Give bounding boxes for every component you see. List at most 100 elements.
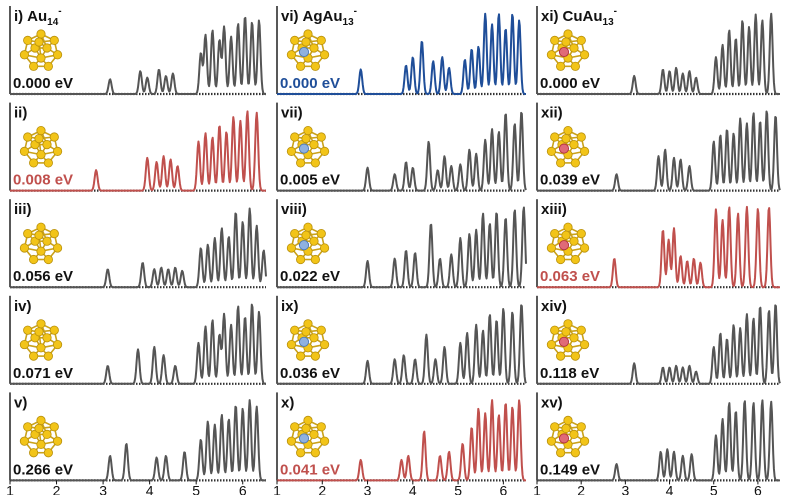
spectrum-line-xv	[536, 399, 781, 482]
panel-number: iv)	[14, 298, 32, 315]
cluster-image	[19, 319, 63, 361]
cluster-formula: AgAu	[303, 8, 343, 25]
panel-number: v)	[14, 394, 27, 411]
formula-superscript: -	[354, 6, 357, 17]
cluster-image	[19, 126, 63, 168]
spectrum-line-ii	[9, 110, 267, 192]
cluster-image	[286, 319, 330, 361]
panel-number: xiii)	[541, 201, 567, 218]
spectrum-line-vii	[276, 111, 527, 192]
panel-number: iii)	[14, 201, 32, 218]
formula-subscript: 14	[47, 17, 59, 28]
cluster-formula: CuAu	[563, 8, 603, 25]
relative-energy: 0.000 eV	[280, 75, 340, 92]
panel-xi: xi) CuAu13- 0.000 eV	[536, 6, 781, 96]
x-tick-label: 3	[621, 482, 629, 495]
x-tick-label: 1	[533, 482, 541, 495]
panel-number: ix)	[281, 298, 299, 315]
panel-label: xii)	[541, 105, 563, 122]
panel-label: viii)	[281, 201, 307, 218]
spectrum-line-xii	[536, 110, 781, 192]
panel-number: ii)	[14, 105, 27, 122]
relative-energy: 0.000 eV	[540, 75, 600, 92]
panel-number: vii)	[281, 105, 303, 122]
panel-viii: viii) 0.022 eV	[276, 199, 527, 289]
panel-xv: xv) 0.149 eV	[536, 392, 781, 482]
relative-energy: 0.071 eV	[13, 365, 73, 382]
x-tick-label: 6	[239, 482, 247, 495]
panel-number: viii)	[281, 201, 307, 218]
spectrum-line-xiii	[536, 205, 781, 289]
panel-label: xiv)	[541, 298, 567, 315]
relative-energy: 0.056 eV	[13, 268, 73, 285]
relative-energy: 0.039 eV	[540, 172, 600, 189]
cluster-image	[286, 222, 330, 265]
relative-energy: 0.022 eV	[280, 268, 340, 285]
x-tick-label: 3	[99, 482, 107, 495]
cluster-image	[546, 222, 590, 265]
x-tick-label: 2	[318, 482, 326, 495]
spectrum-line-i	[9, 16, 267, 95]
relative-energy: 0.266 eV	[13, 461, 73, 478]
cluster-image	[286, 29, 330, 71]
panel-x: x) 0.041 eV	[276, 392, 527, 482]
panel-label: vii)	[281, 105, 303, 122]
x-tick-label: 6	[499, 482, 507, 495]
x-tick-label: 4	[146, 482, 154, 495]
cluster-image	[19, 222, 63, 265]
cluster-image	[546, 29, 590, 71]
spectrum-line-iv	[9, 303, 267, 385]
panel-number: vi)	[281, 8, 299, 25]
panel-label: i) Au14-	[14, 6, 62, 28]
panel-iii: iii) 0.056 eV	[9, 199, 267, 289]
panel-label: x)	[281, 394, 294, 411]
cluster-image	[546, 319, 590, 361]
relative-energy: 0.008 eV	[13, 172, 73, 189]
spectrum-line-vi	[276, 12, 527, 95]
x-tick-label: 4	[409, 482, 417, 495]
panel-number: xv)	[541, 394, 563, 411]
panel-number: i)	[14, 8, 23, 25]
panel-label: xi) CuAu13-	[541, 6, 617, 28]
panel-xiii: xiii) 0.063 eV	[536, 199, 781, 289]
x-tick-label: 2	[577, 482, 585, 495]
panel-vi: vi) AgAu13- 0.000 eV	[276, 6, 527, 96]
x-tick-label: 5	[454, 482, 462, 495]
panel-iv: iv) 0.071 eV	[9, 295, 267, 385]
spectrum-line-iii	[9, 207, 267, 289]
spectrum-line-xi	[536, 12, 781, 95]
cluster-image	[286, 415, 330, 458]
panel-vii: vii) 0.005 eV	[276, 102, 527, 192]
panel-number: xiv)	[541, 298, 567, 315]
panel-label: ii)	[14, 105, 27, 122]
formula-subscript: 13	[603, 17, 615, 28]
cluster-image	[19, 29, 63, 71]
relative-energy: 0.041 eV	[280, 461, 340, 478]
panel-xiv: xiv) 0.118 eV	[536, 295, 781, 385]
relative-energy: 0.000 eV	[13, 75, 73, 92]
x-tick-label: 1	[273, 482, 281, 495]
cluster-image	[546, 126, 590, 168]
panel-xii: xii) 0.039 eV	[536, 102, 781, 192]
x-tick-label: 1	[6, 482, 14, 495]
formula-superscript: -	[58, 6, 61, 17]
spectrum-line-viii	[276, 206, 527, 289]
x-tick-label: 6	[754, 482, 762, 495]
relative-energy: 0.149 eV	[540, 461, 600, 478]
spectrum-line-xiv	[536, 304, 781, 385]
spectrum-line-ix	[276, 304, 527, 385]
panel-ix: ix) 0.036 eV	[276, 295, 527, 385]
panel-label: ix)	[281, 298, 299, 315]
cluster-formula: Au	[27, 8, 47, 25]
panel-label: xv)	[541, 394, 563, 411]
cluster-image	[19, 415, 63, 458]
relative-energy: 0.036 eV	[280, 365, 340, 382]
x-tick-label: 3	[364, 482, 372, 495]
panel-v: v) 0.266 eV	[9, 392, 267, 482]
cluster-image	[286, 126, 330, 168]
panel-ii: ii) 0.008 eV	[9, 102, 267, 192]
panel-number: xii)	[541, 105, 563, 122]
cluster-image	[546, 415, 590, 458]
